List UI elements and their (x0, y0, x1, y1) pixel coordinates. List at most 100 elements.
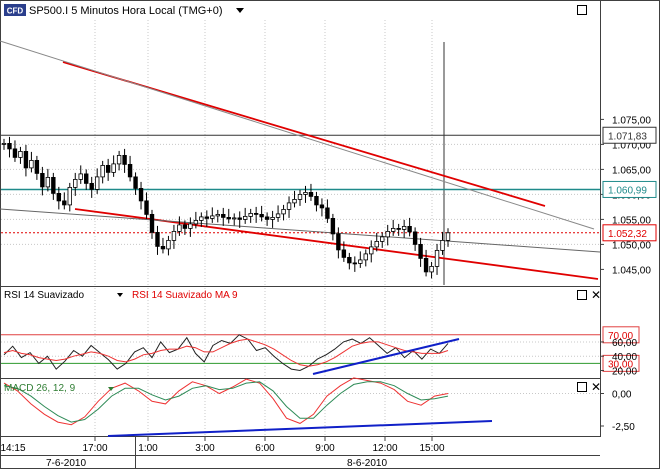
axis-layer: 1.075,001.070,001.065,001.060,001.055,00… (0, 115, 657, 469)
candle-body (237, 217, 242, 220)
candle-body (100, 164, 105, 178)
price-ytick-label: 1.050,00 (612, 240, 651, 251)
candle-body (407, 225, 412, 233)
price-ytick-label: 1.045,00 (612, 265, 651, 276)
rsi-ytick-label: 20,00 (612, 367, 637, 378)
rsi-layer: 70,00 30,00 RSI 14 Suavizado RSI 14 Suaviza… (1, 290, 640, 375)
time-tick-label: 15:00 (419, 443, 444, 454)
macd-maximize-button[interactable] (577, 382, 587, 392)
candle-body (445, 232, 451, 241)
rsi-close-icon[interactable]: ✕ (591, 288, 601, 302)
candle-body (314, 195, 319, 206)
candle-body (105, 164, 111, 173)
candle-body (358, 259, 363, 264)
cfd-badge-text: CFD (7, 7, 24, 16)
candle-body (144, 200, 149, 215)
candle-body (199, 216, 204, 221)
rsi-level-label: 70,00 (608, 331, 633, 342)
candle-body (149, 213, 155, 233)
trendline-4 (0, 208, 601, 253)
price-value-label: 1.052,32 (608, 229, 647, 240)
candle-body (182, 224, 188, 229)
candle-body (281, 208, 286, 215)
price-value-box (602, 224, 657, 242)
candle-body (286, 202, 292, 210)
macd-panel (0, 378, 601, 437)
candle-body (215, 213, 220, 217)
candle-body (210, 215, 215, 219)
candle-body (155, 231, 160, 247)
date-label: 7-6-2010 (46, 458, 86, 469)
macd-legend: MACD 26, 12, 9 (4, 383, 76, 394)
candle-body (40, 172, 45, 188)
macd-series-2 (3, 381, 449, 423)
candle-body (423, 257, 429, 273)
candle-body (352, 262, 358, 265)
candle-body (204, 216, 210, 219)
candle-body (363, 253, 368, 261)
price-maximize-button[interactable] (577, 5, 587, 15)
rsi-series-2 (3, 338, 449, 367)
price-value-label: 1.060,99 (608, 185, 647, 196)
chart-title[interactable]: SP500.I 5 Minutos Hora Local (TMG+0) (29, 5, 223, 17)
candle-body (51, 176, 56, 194)
candle-body (221, 213, 226, 218)
rsi-level-label: 30,00 (608, 359, 633, 370)
candle-body (188, 223, 193, 229)
macd-layer: MACD 26, 12, 9 (3, 377, 493, 437)
candle-body (78, 173, 83, 180)
time-tick-label: 9:00 (315, 443, 335, 454)
candle-body (412, 231, 418, 245)
candle-body (1, 142, 7, 145)
rsi-trendline (312, 338, 460, 375)
candle-body (226, 216, 231, 220)
candle-body (7, 142, 12, 150)
candle-body (418, 243, 423, 259)
candle-body (242, 215, 248, 220)
time-tick-label: 1:00 (138, 443, 158, 454)
candle-body (116, 154, 122, 165)
candle-body (56, 192, 62, 202)
rsi-ytick-label: 40,00 (612, 352, 637, 363)
candle-body (297, 193, 303, 200)
candle-body (380, 236, 385, 242)
rsi-level-box (602, 354, 640, 372)
candle-body (45, 176, 51, 188)
candle-body (319, 204, 325, 209)
candle-body (177, 224, 182, 232)
title-dropdown-icon[interactable] (236, 8, 244, 13)
price-ytick-label: 1.075,00 (612, 115, 651, 126)
rsi-maximize-button[interactable] (577, 290, 587, 300)
candle-body (401, 225, 407, 230)
candle-body (23, 150, 29, 169)
candle-body (385, 230, 390, 238)
cfd-badge (4, 4, 26, 16)
candle-body (325, 207, 330, 219)
candle-body (84, 173, 89, 184)
macd-ytick-label: -2,50 (612, 422, 635, 433)
trendline-3 (0, 40, 595, 230)
price-ytick-label: 1.070,00 (612, 140, 651, 151)
candle-body (434, 249, 440, 267)
price-ytick-label: 1.065,00 (612, 165, 651, 176)
candle-body (374, 240, 379, 248)
candle-body (429, 265, 434, 273)
candle-body (171, 230, 177, 241)
candle-body (122, 154, 127, 165)
price-ytick-label: 1.055,00 (612, 215, 651, 226)
candle-body (347, 256, 352, 264)
time-tick-label: 6:00 (255, 443, 275, 454)
price-value-box (602, 126, 657, 144)
macd-legend-dropdown-icon (108, 387, 114, 391)
candle-body (264, 216, 270, 220)
candle-body (232, 217, 237, 220)
candle-body (308, 191, 314, 197)
candle-body (111, 163, 116, 173)
candle-body (67, 186, 72, 206)
candle-body (160, 245, 166, 250)
candle-body (94, 176, 100, 190)
macd-close-icon[interactable]: ✕ (591, 380, 601, 394)
time-tick-label: 12:00 (372, 443, 397, 454)
date-label: 8-6-2010 (347, 458, 387, 469)
